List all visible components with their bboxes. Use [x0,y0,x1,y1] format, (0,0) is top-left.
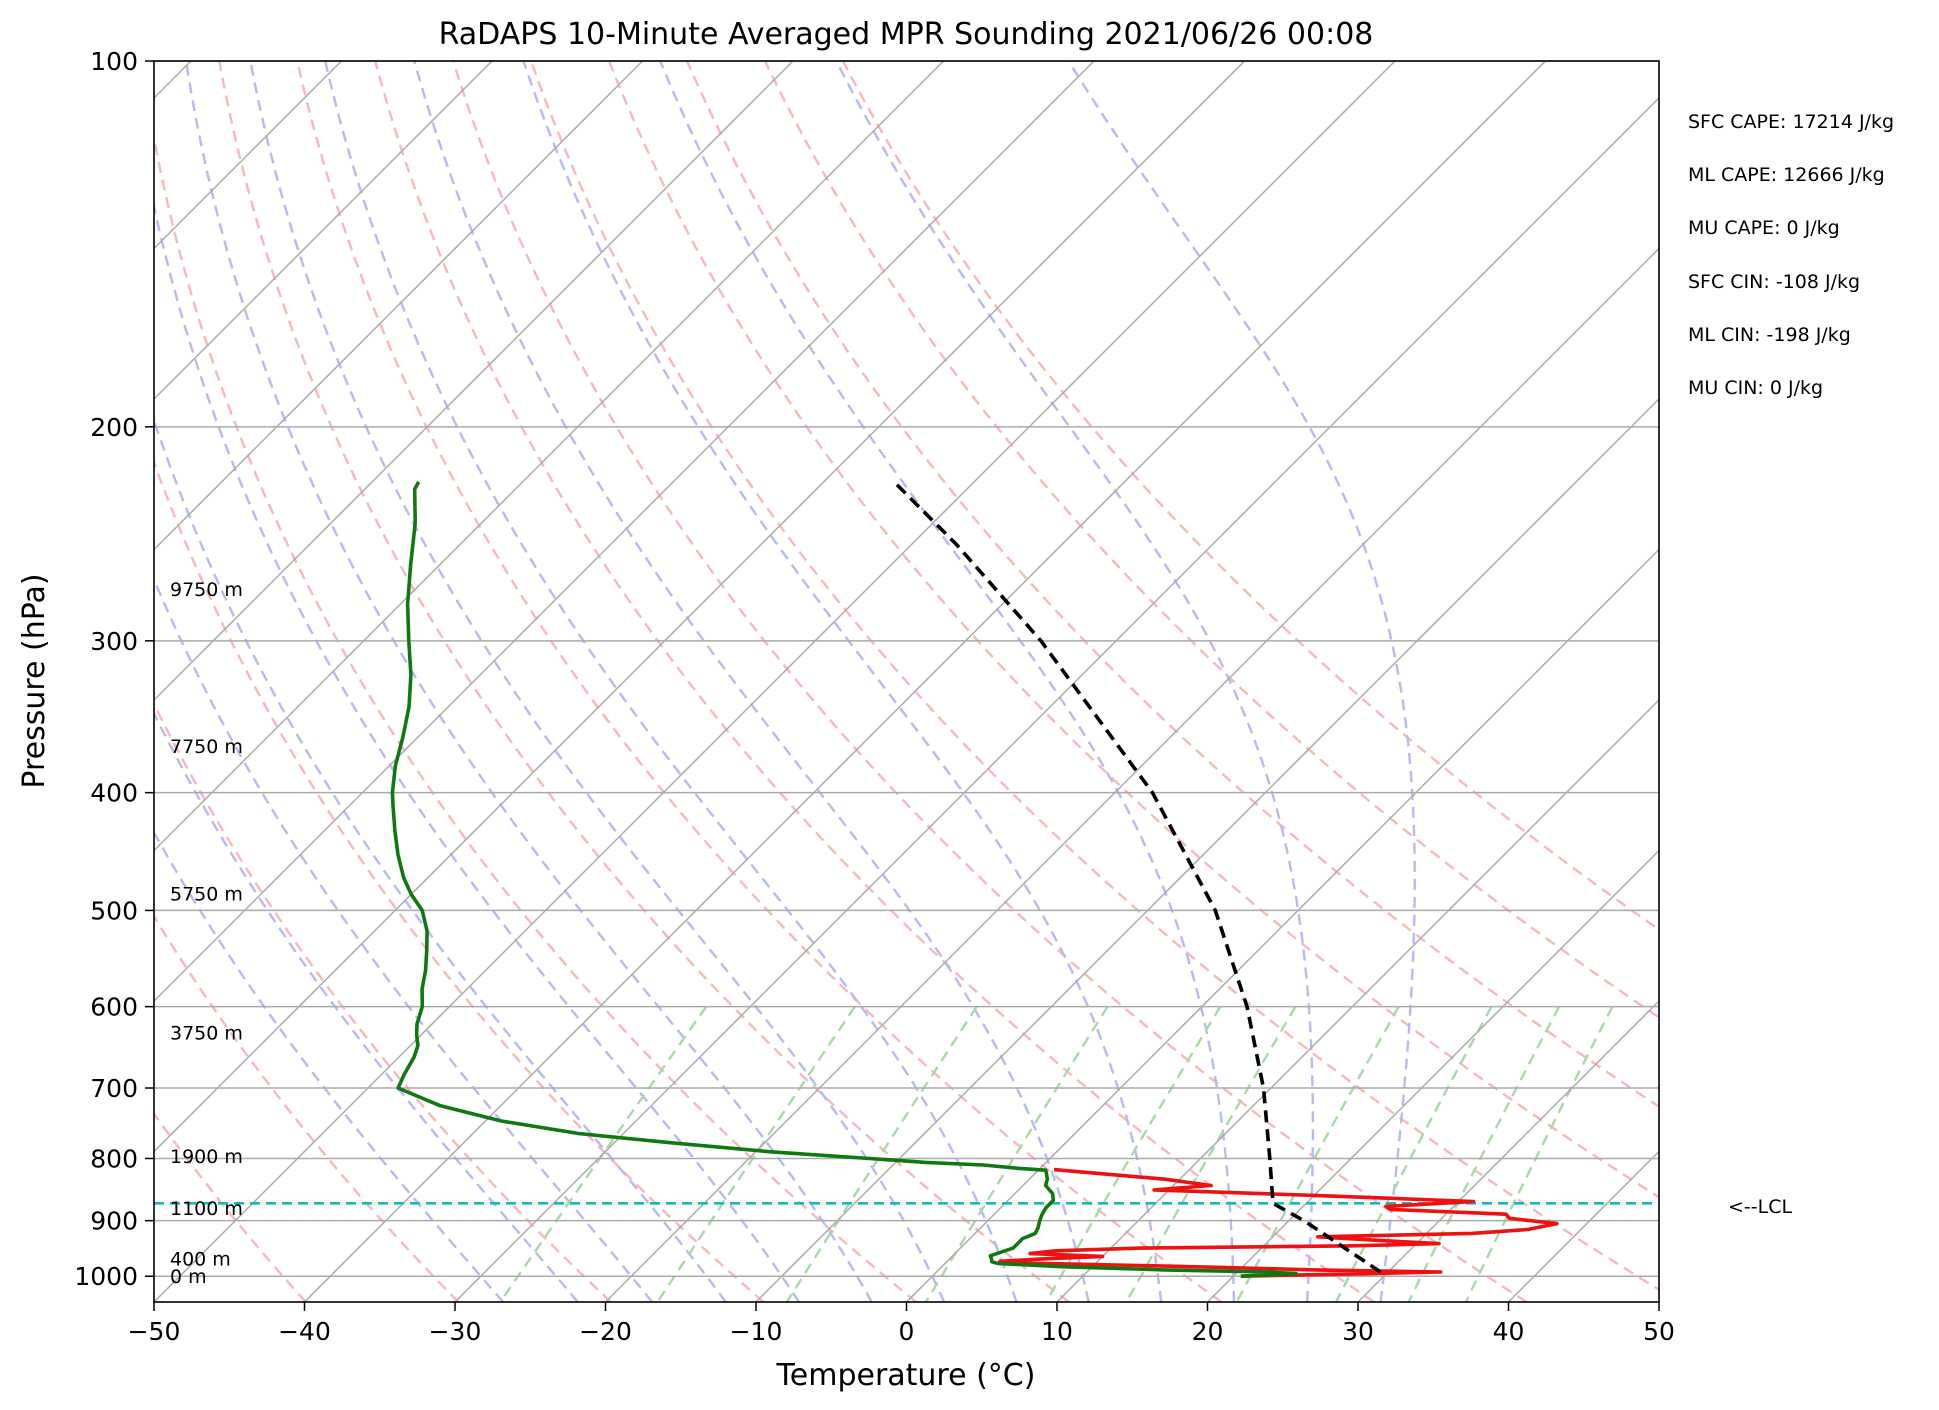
height-label: 1100 m [170,1198,243,1220]
x-tick-label: 10 [1041,1317,1073,1346]
y-tick-label: 600 [90,993,138,1022]
x-tick-label: 20 [1192,1317,1224,1346]
y-tick-label: 500 [90,896,138,925]
height-label: 3750 m [170,1022,243,1044]
x-tick-label: −20 [579,1317,632,1346]
y-tick-label: 800 [90,1144,138,1173]
annotation-ml-cin: ML CIN: -198 J/kg [1688,324,1851,346]
y-tick-label: 700 [90,1074,138,1103]
annotation-ml-cape: ML CAPE: 12666 J/kg [1688,164,1885,186]
height-label: 1900 m [170,1146,243,1168]
y-tick-label: 1000 [74,1262,138,1291]
y-tick-label: 900 [90,1207,138,1236]
x-tick-label: −30 [429,1317,482,1346]
height-label: 5750 m [170,883,243,905]
x-tick-label: −50 [128,1317,181,1346]
x-tick-label: −10 [730,1317,783,1346]
y-tick-label: 100 [90,47,138,76]
y-tick-label: 300 [90,627,138,656]
annotation-sfc-cin: SFC CIN: -108 J/kg [1688,271,1860,293]
y-axis-label: Pressure (hPa) [17,573,52,788]
lcl-label: <--LCL [1728,1196,1792,1218]
x-tick-label: −40 [278,1317,331,1346]
annotation-mu-cin: MU CIN: 0 J/kg [1688,377,1823,399]
annotation-sfc-cape: SFC CAPE: 17214 J/kg [1688,111,1894,133]
x-tick-label: 50 [1643,1317,1675,1346]
height-label: 9750 m [170,579,243,601]
x-tick-label: 0 [899,1317,915,1346]
annotation-mu-cape: MU CAPE: 0 J/kg [1688,217,1840,239]
y-tick-label: 200 [90,413,138,442]
height-label: 0 m [170,1266,207,1288]
x-tick-label: 30 [1342,1317,1374,1346]
chart-title: RaDAPS 10-Minute Averaged MPR Sounding 2… [439,17,1374,52]
height-label: 7750 m [170,736,243,758]
y-tick-label: 400 [90,779,138,808]
x-axis-label: Temperature (°C) [776,1358,1036,1393]
x-tick-label: 40 [1493,1317,1525,1346]
